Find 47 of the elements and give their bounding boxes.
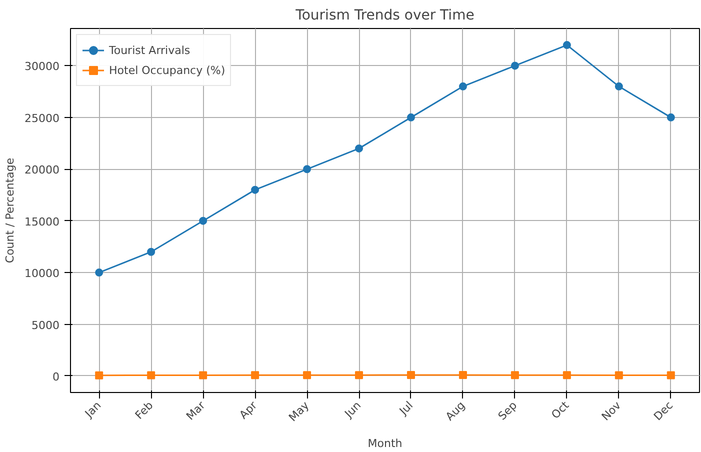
point	[95, 268, 104, 277]
point	[199, 371, 208, 380]
point	[458, 371, 467, 380]
point	[303, 165, 312, 174]
point	[406, 371, 415, 380]
y-tick-label: 20000	[24, 164, 60, 177]
point	[458, 82, 467, 90]
point	[510, 62, 519, 70]
y-axis-title: Count / Percentage	[4, 158, 17, 264]
point	[303, 371, 312, 380]
point	[251, 186, 260, 194]
point	[355, 371, 364, 380]
y-tick-label: 25000	[24, 112, 60, 125]
x-tick-label: Feb	[132, 398, 156, 422]
x-tick-label: Mar	[184, 398, 208, 423]
chart-title: Tourism Trends over Time	[294, 8, 474, 24]
x-tick-label: Sep	[496, 398, 520, 423]
legend-label: Tourist Arrivals	[109, 44, 190, 56]
x-tick-label: Aug	[443, 398, 468, 424]
y-tick-label: 5000	[32, 318, 60, 332]
point	[147, 248, 156, 256]
y-tick-label: 15000	[24, 215, 60, 228]
x-tick-label: Apr	[236, 398, 260, 422]
point	[614, 371, 623, 380]
legend-label: Hotel Occupancy (%)	[109, 64, 226, 76]
point	[95, 371, 104, 380]
point	[666, 371, 675, 380]
y-tick-label: 10000	[24, 267, 60, 280]
point	[147, 371, 156, 380]
x-tick-label: Nov	[599, 398, 624, 424]
point	[614, 82, 623, 90]
point	[199, 216, 208, 225]
point	[562, 41, 571, 50]
point	[251, 371, 260, 380]
x-tick-label: Dec	[651, 398, 676, 424]
point	[666, 113, 675, 122]
point	[510, 371, 519, 380]
x-tick-label: Jan	[82, 398, 104, 421]
x-tick-label: Oct	[548, 398, 572, 422]
y-tick-label: 0	[52, 370, 60, 384]
y-tick-label: 30000	[24, 60, 60, 74]
point	[562, 371, 571, 380]
x-tick-label: Jun	[342, 398, 364, 421]
x-axis-title: Month	[368, 436, 402, 450]
point	[406, 113, 415, 122]
x-tick-label: Jul	[396, 398, 416, 418]
point	[355, 144, 364, 152]
